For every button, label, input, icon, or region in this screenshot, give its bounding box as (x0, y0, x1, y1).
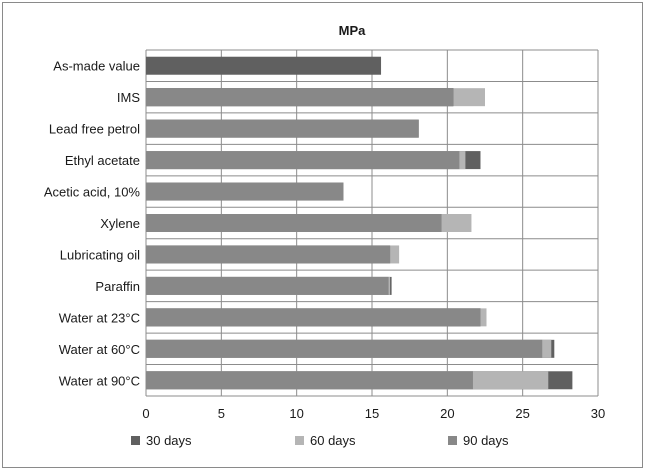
bar-chart: MPa As-made value IMS Lead free petrol Ethy… (44, 23, 605, 448)
category-label: Water at 23°C (59, 310, 140, 325)
bar-90-days (146, 119, 419, 138)
x-tick-labels: 0 5 10 15 20 25 30 (142, 406, 605, 421)
bar-90-days (146, 371, 473, 390)
bar-90-days (146, 308, 481, 327)
gridlines (145, 49, 599, 397)
category-label: Water at 90°C (59, 373, 140, 388)
x-tick-label: 10 (289, 406, 303, 421)
legend-label: 60 days (310, 433, 356, 448)
category-label: IMS (117, 90, 140, 105)
category-label: Acetic acid, 10% (44, 185, 141, 200)
legend-label: 90 days (463, 433, 509, 448)
chart-title: MPa (339, 23, 367, 38)
x-tick-label: 20 (440, 406, 454, 421)
bar-90-days (146, 339, 543, 358)
legend-label: 30 days (146, 433, 192, 448)
legend-swatch (448, 436, 457, 445)
x-tick-label: 30 (591, 406, 605, 421)
bar-90-days (146, 182, 344, 201)
bar-30-days (146, 56, 382, 75)
bar-90-days (146, 88, 454, 107)
category-label: Lubricating oil (60, 247, 140, 262)
category-label: Paraffin (95, 279, 140, 294)
legend-swatch (295, 436, 304, 445)
bar-90-days (146, 245, 391, 264)
legend: 30 days 60 days 90 days (131, 433, 509, 448)
x-tick-label: 25 (515, 406, 529, 421)
bar-90-days (146, 276, 389, 295)
bar-90-days (146, 214, 442, 232)
x-tick-label: 0 (142, 406, 149, 421)
category-labels: As-made value IMS Lead free petrol Ethyl ac… (44, 59, 141, 389)
x-tick-label: 15 (365, 406, 379, 421)
category-label: Xylene (100, 216, 140, 231)
legend-swatch (131, 436, 140, 445)
x-tick-label: 5 (218, 406, 225, 421)
chart-frame: MPa As-made value IMS Lead free petrol Ethy… (2, 2, 643, 468)
bar-90-days (146, 151, 460, 170)
category-label: Lead free petrol (49, 122, 140, 137)
category-label: As-made value (53, 59, 140, 74)
category-label: Water at 60°C (59, 342, 140, 357)
bars (146, 56, 573, 390)
category-label: Ethyl acetate (65, 153, 140, 168)
